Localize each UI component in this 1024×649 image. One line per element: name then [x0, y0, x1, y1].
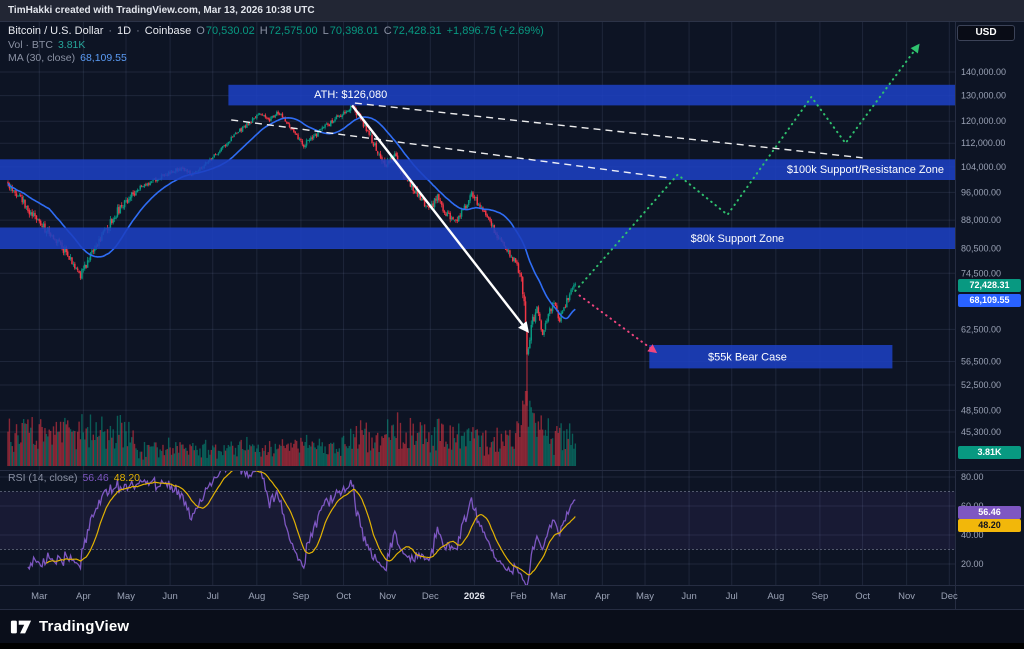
close-value: C 72,428.31 [383, 25, 442, 37]
tradingview-wordmark[interactable]: TradingView [39, 618, 130, 635]
svg-text:Aug: Aug [767, 591, 784, 602]
bottom-strip [0, 643, 1024, 649]
svg-text:Oct: Oct [855, 591, 870, 602]
change-value: +1,896.75 (+2.69%) [446, 25, 544, 37]
svg-text:Jul: Jul [726, 591, 738, 602]
ma-price-badge: 68,109.55 [958, 294, 1021, 307]
svg-text:40.00: 40.00 [961, 530, 984, 540]
ma-label[interactable]: MA (30, close) [8, 52, 76, 64]
svg-text:May: May [636, 591, 654, 602]
svg-text:Mar: Mar [31, 591, 47, 602]
svg-text:52,500.00: 52,500.00 [961, 380, 1001, 390]
svg-text:80.00: 80.00 [961, 472, 984, 482]
tradingview-logo-icon[interactable] [10, 616, 32, 638]
separator: · [108, 25, 113, 37]
svg-text:Dec: Dec [941, 591, 958, 602]
attribution-bar: TimHakki created with TradingView.com, M… [0, 0, 1024, 22]
svg-text:Oct: Oct [336, 591, 351, 602]
volume-value: 3.81K [57, 39, 86, 51]
svg-text:Dec: Dec [422, 591, 439, 602]
svg-text:Feb: Feb [510, 591, 526, 602]
svg-text:$80k Support Zone: $80k Support Zone [691, 233, 785, 245]
svg-text:Nov: Nov [379, 591, 396, 602]
svg-text:130,000.00: 130,000.00 [961, 91, 1006, 101]
svg-text:45,300.00: 45,300.00 [961, 427, 1001, 437]
svg-text:48,500.00: 48,500.00 [961, 405, 1001, 415]
svg-text:96,000.00: 96,000.00 [961, 187, 1001, 197]
svg-text:2026: 2026 [464, 591, 485, 602]
open-value: O 70,530.02 [196, 25, 255, 37]
ma-legend: MA (30, close) 68,109.55 [8, 52, 127, 64]
svg-text:ATH: $126,080: ATH: $126,080 [314, 89, 387, 101]
svg-text:Sep: Sep [811, 591, 828, 602]
rsi-badge: 56.46 [958, 506, 1021, 519]
svg-text:104,000.00: 104,000.00 [961, 162, 1006, 172]
rsi-label[interactable]: RSI (14, close) [8, 472, 78, 484]
svg-text:$55k Bear Case: $55k Bear Case [708, 351, 787, 363]
svg-text:62,500.00: 62,500.00 [961, 324, 1001, 334]
svg-text:Apr: Apr [595, 591, 610, 602]
high-value: H 72,575.00 [259, 25, 318, 37]
footer-bar: TradingView [0, 610, 1024, 643]
low-value: L 70,398.01 [322, 25, 379, 37]
rsi-ma-value: 48.20 [113, 472, 141, 484]
svg-text:Jun: Jun [162, 591, 177, 602]
svg-text:Nov: Nov [898, 591, 915, 602]
svg-text:56,500.00: 56,500.00 [961, 357, 1001, 367]
symbol-title[interactable]: Bitcoin / U.S. Dollar [8, 25, 104, 37]
separator: · [136, 25, 140, 37]
rsi-value: 56.46 [82, 472, 109, 484]
ma-value: 68,109.55 [80, 52, 127, 64]
svg-text:120,000.00: 120,000.00 [961, 116, 1006, 126]
last-price-badge: 72,428.31 [958, 279, 1021, 292]
svg-text:Jul: Jul [207, 591, 219, 602]
svg-text:74,500.00: 74,500.00 [961, 268, 1001, 278]
currency-usd-button[interactable]: USD [957, 25, 1015, 41]
exchange-label: Coinbase [144, 25, 192, 37]
svg-text:Jun: Jun [681, 591, 696, 602]
svg-text:Mar: Mar [550, 591, 566, 602]
volume-label[interactable]: Vol · BTC [8, 39, 53, 51]
svg-text:Apr: Apr [76, 591, 91, 602]
svg-text:88,000.00: 88,000.00 [961, 215, 1001, 225]
svg-text:140,000.00: 140,000.00 [961, 67, 1006, 77]
rsi-legend: RSI (14, close) 56.46 48.20 [8, 472, 140, 484]
interval-label[interactable]: 1D [117, 25, 132, 37]
svg-text:80,500.00: 80,500.00 [961, 244, 1001, 254]
svg-text:$100k Support/Resistance Zone: $100k Support/Resistance Zone [787, 164, 944, 176]
svg-text:May: May [117, 591, 135, 602]
svg-text:112,000.00: 112,000.00 [961, 138, 1005, 148]
time-scale[interactable] [0, 586, 955, 610]
svg-text:Aug: Aug [248, 591, 265, 602]
rsi-ma-badge: 48.20 [958, 519, 1021, 532]
svg-text:Sep: Sep [292, 591, 309, 602]
volume-legend: Vol · BTC 3.81K [8, 39, 85, 51]
volume-badge: 3.81K [958, 446, 1021, 459]
svg-text:20.00: 20.00 [961, 559, 984, 569]
